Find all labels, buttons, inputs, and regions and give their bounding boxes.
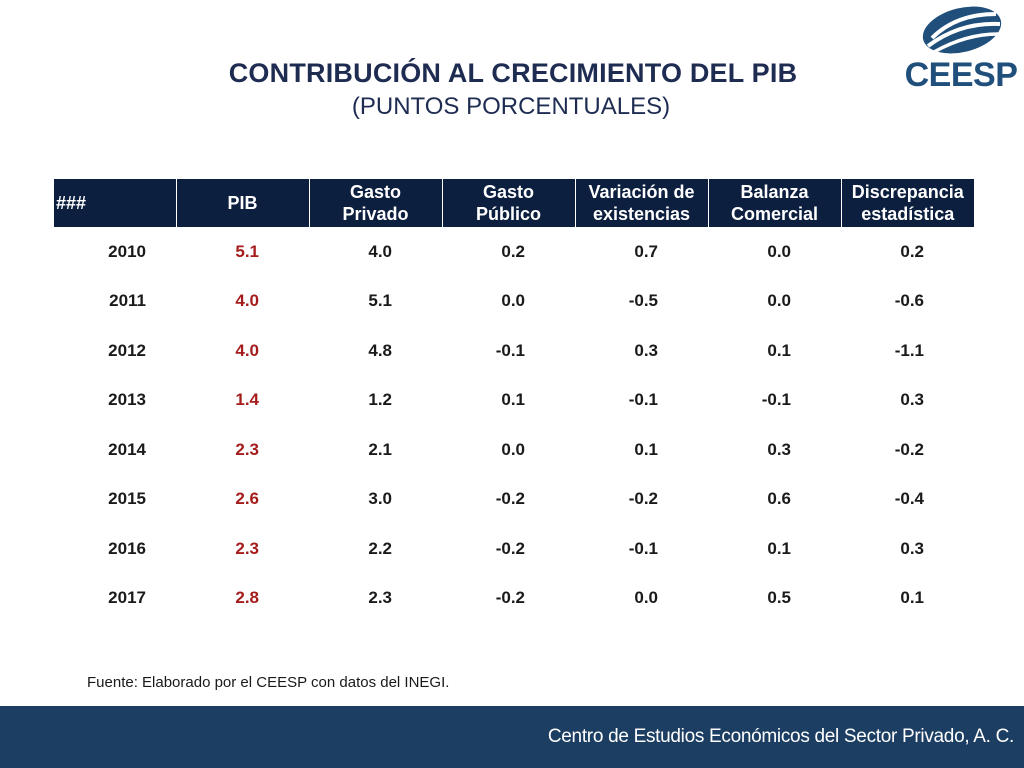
table-row: 2013 1.4 1.2 0.1 -0.1 -0.1 0.3 [54,376,974,426]
cell-year: 2015 [108,489,146,509]
cell-gasto-privado: 4.0 [368,241,392,261]
cell-gasto-privado: 3.0 [368,489,392,509]
footer-bar: Centro de Estudios Económicos del Sector… [0,706,1024,768]
cell-variacion-existencias: -0.1 [628,538,658,558]
cell-gasto-publico: 0.2 [501,241,525,261]
cell-gasto-publico: -0.2 [495,538,525,558]
cell-balanza-comercial: 0.1 [767,340,791,360]
cell-year: 2017 [108,588,146,608]
cell-year: 2016 [108,538,146,558]
cell-pib: 2.3 [235,538,259,558]
slide-title: CONTRIBUCIÓN AL CRECIMIENTO DEL PIB (PUN… [0,58,1023,121]
cell-year: 2012 [108,340,146,360]
ceesp-swirl-icon [922,6,1002,54]
cell-gasto-publico: 0.1 [501,390,525,410]
cell-pib: 2.8 [235,588,259,608]
cell-pib: 4.0 [235,340,259,360]
cell-variacion-existencias: -0.5 [628,291,658,311]
cell-balanza-comercial: 0.3 [767,439,791,459]
cell-balanza-comercial: 0.0 [767,241,791,261]
cell-discrepancia: -0.6 [894,291,924,311]
cell-variacion-existencias: 0.0 [634,588,658,608]
logo-text: CEESP [904,56,1018,94]
cell-variacion-existencias: 0.7 [634,241,658,261]
cell-year: 2014 [108,439,146,459]
cell-discrepancia: -0.4 [894,489,924,509]
table-row: 2014 2.3 2.1 0.0 0.1 0.3 -0.2 [54,425,974,475]
cell-gasto-publico: 0.0 [501,439,525,459]
cell-gasto-publico: -0.2 [495,588,525,608]
cell-gasto-privado: 2.3 [368,588,392,608]
cell-variacion-existencias: -0.1 [628,390,658,410]
cell-year: 2013 [108,390,146,410]
cell-gasto-publico: -0.2 [495,489,525,509]
gdp-contribution-table: ### PIB Gasto Privado Gasto Público Variac… [54,179,974,623]
cell-balanza-comercial: 0.1 [767,538,791,558]
table-row: 2010 5.1 4.0 0.2 0.7 0.0 0.2 [54,227,974,277]
table-row: 2015 2.6 3.0 -0.2 -0.2 0.6 -0.4 [54,475,974,525]
cell-pib: 1.4 [235,390,259,410]
cell-pib: 2.3 [235,439,259,459]
cell-gasto-privado: 1.2 [368,390,392,410]
cell-variacion-existencias: -0.2 [628,489,658,509]
cell-discrepancia: 0.3 [900,390,924,410]
table-row: 2017 2.8 2.3 -0.2 0.0 0.5 0.1 [54,574,974,624]
header-gasto-publico: Gasto Público [441,179,575,227]
cell-pib: 4.0 [235,291,259,311]
cell-discrepancia: 0.3 [900,538,924,558]
footer-text: Centro de Estudios Económicos del Sector… [547,726,1014,747]
cell-balanza-comercial: 0.6 [767,489,791,509]
header-year: ### [54,179,176,227]
table-header-row: ### PIB Gasto Privado Gasto Público Variac… [54,179,974,227]
ceesp-logo: CEESP [904,4,1018,94]
cell-gasto-privado: 4.8 [368,340,392,360]
cell-gasto-privado: 5.1 [368,291,392,311]
cell-pib: 2.6 [235,489,259,509]
cell-gasto-privado: 2.1 [368,439,392,459]
cell-year: 2010 [108,241,146,261]
cell-variacion-existencias: 0.3 [634,340,658,360]
header-gasto-privado: Gasto Privado [308,179,442,227]
title-main: CONTRIBUCIÓN AL CRECIMIENTO DEL PIB [228,58,798,88]
header-variacion-existencias: Variación de existencias [574,179,708,227]
cell-gasto-publico: 0.0 [501,291,525,311]
cell-balanza-comercial: 0.0 [767,291,791,311]
cell-discrepancia: -0.2 [894,439,924,459]
table-row: 2016 2.3 2.2 -0.2 -0.1 0.1 0.3 [54,524,974,574]
table-row: 2011 4.0 5.1 0.0 -0.5 0.0 -0.6 [54,277,974,327]
cell-gasto-privado: 2.2 [368,538,392,558]
cell-discrepancia: 0.1 [900,588,924,608]
cell-year: 2011 [109,291,146,311]
cell-pib: 5.1 [235,241,259,261]
title-subtitle: (PUNTOS PORCENTUALES) [351,93,671,120]
cell-balanza-comercial: -0.1 [761,390,791,410]
table-row: 2012 4.0 4.8 -0.1 0.3 0.1 -1.1 [54,326,974,376]
cell-discrepancia: -1.1 [894,340,924,360]
source-note: Fuente: Elaborado por el CEESP con datos… [87,674,450,691]
header-discrepancia: Discrepancia estadística [840,179,974,227]
cell-balanza-comercial: 0.5 [767,588,791,608]
header-balanza-comercial: Balanza Comercial [707,179,841,227]
header-pib: PIB [175,179,309,227]
cell-gasto-publico: -0.1 [495,340,525,360]
cell-discrepancia: 0.2 [900,241,924,261]
cell-variacion-existencias: 0.1 [634,439,658,459]
